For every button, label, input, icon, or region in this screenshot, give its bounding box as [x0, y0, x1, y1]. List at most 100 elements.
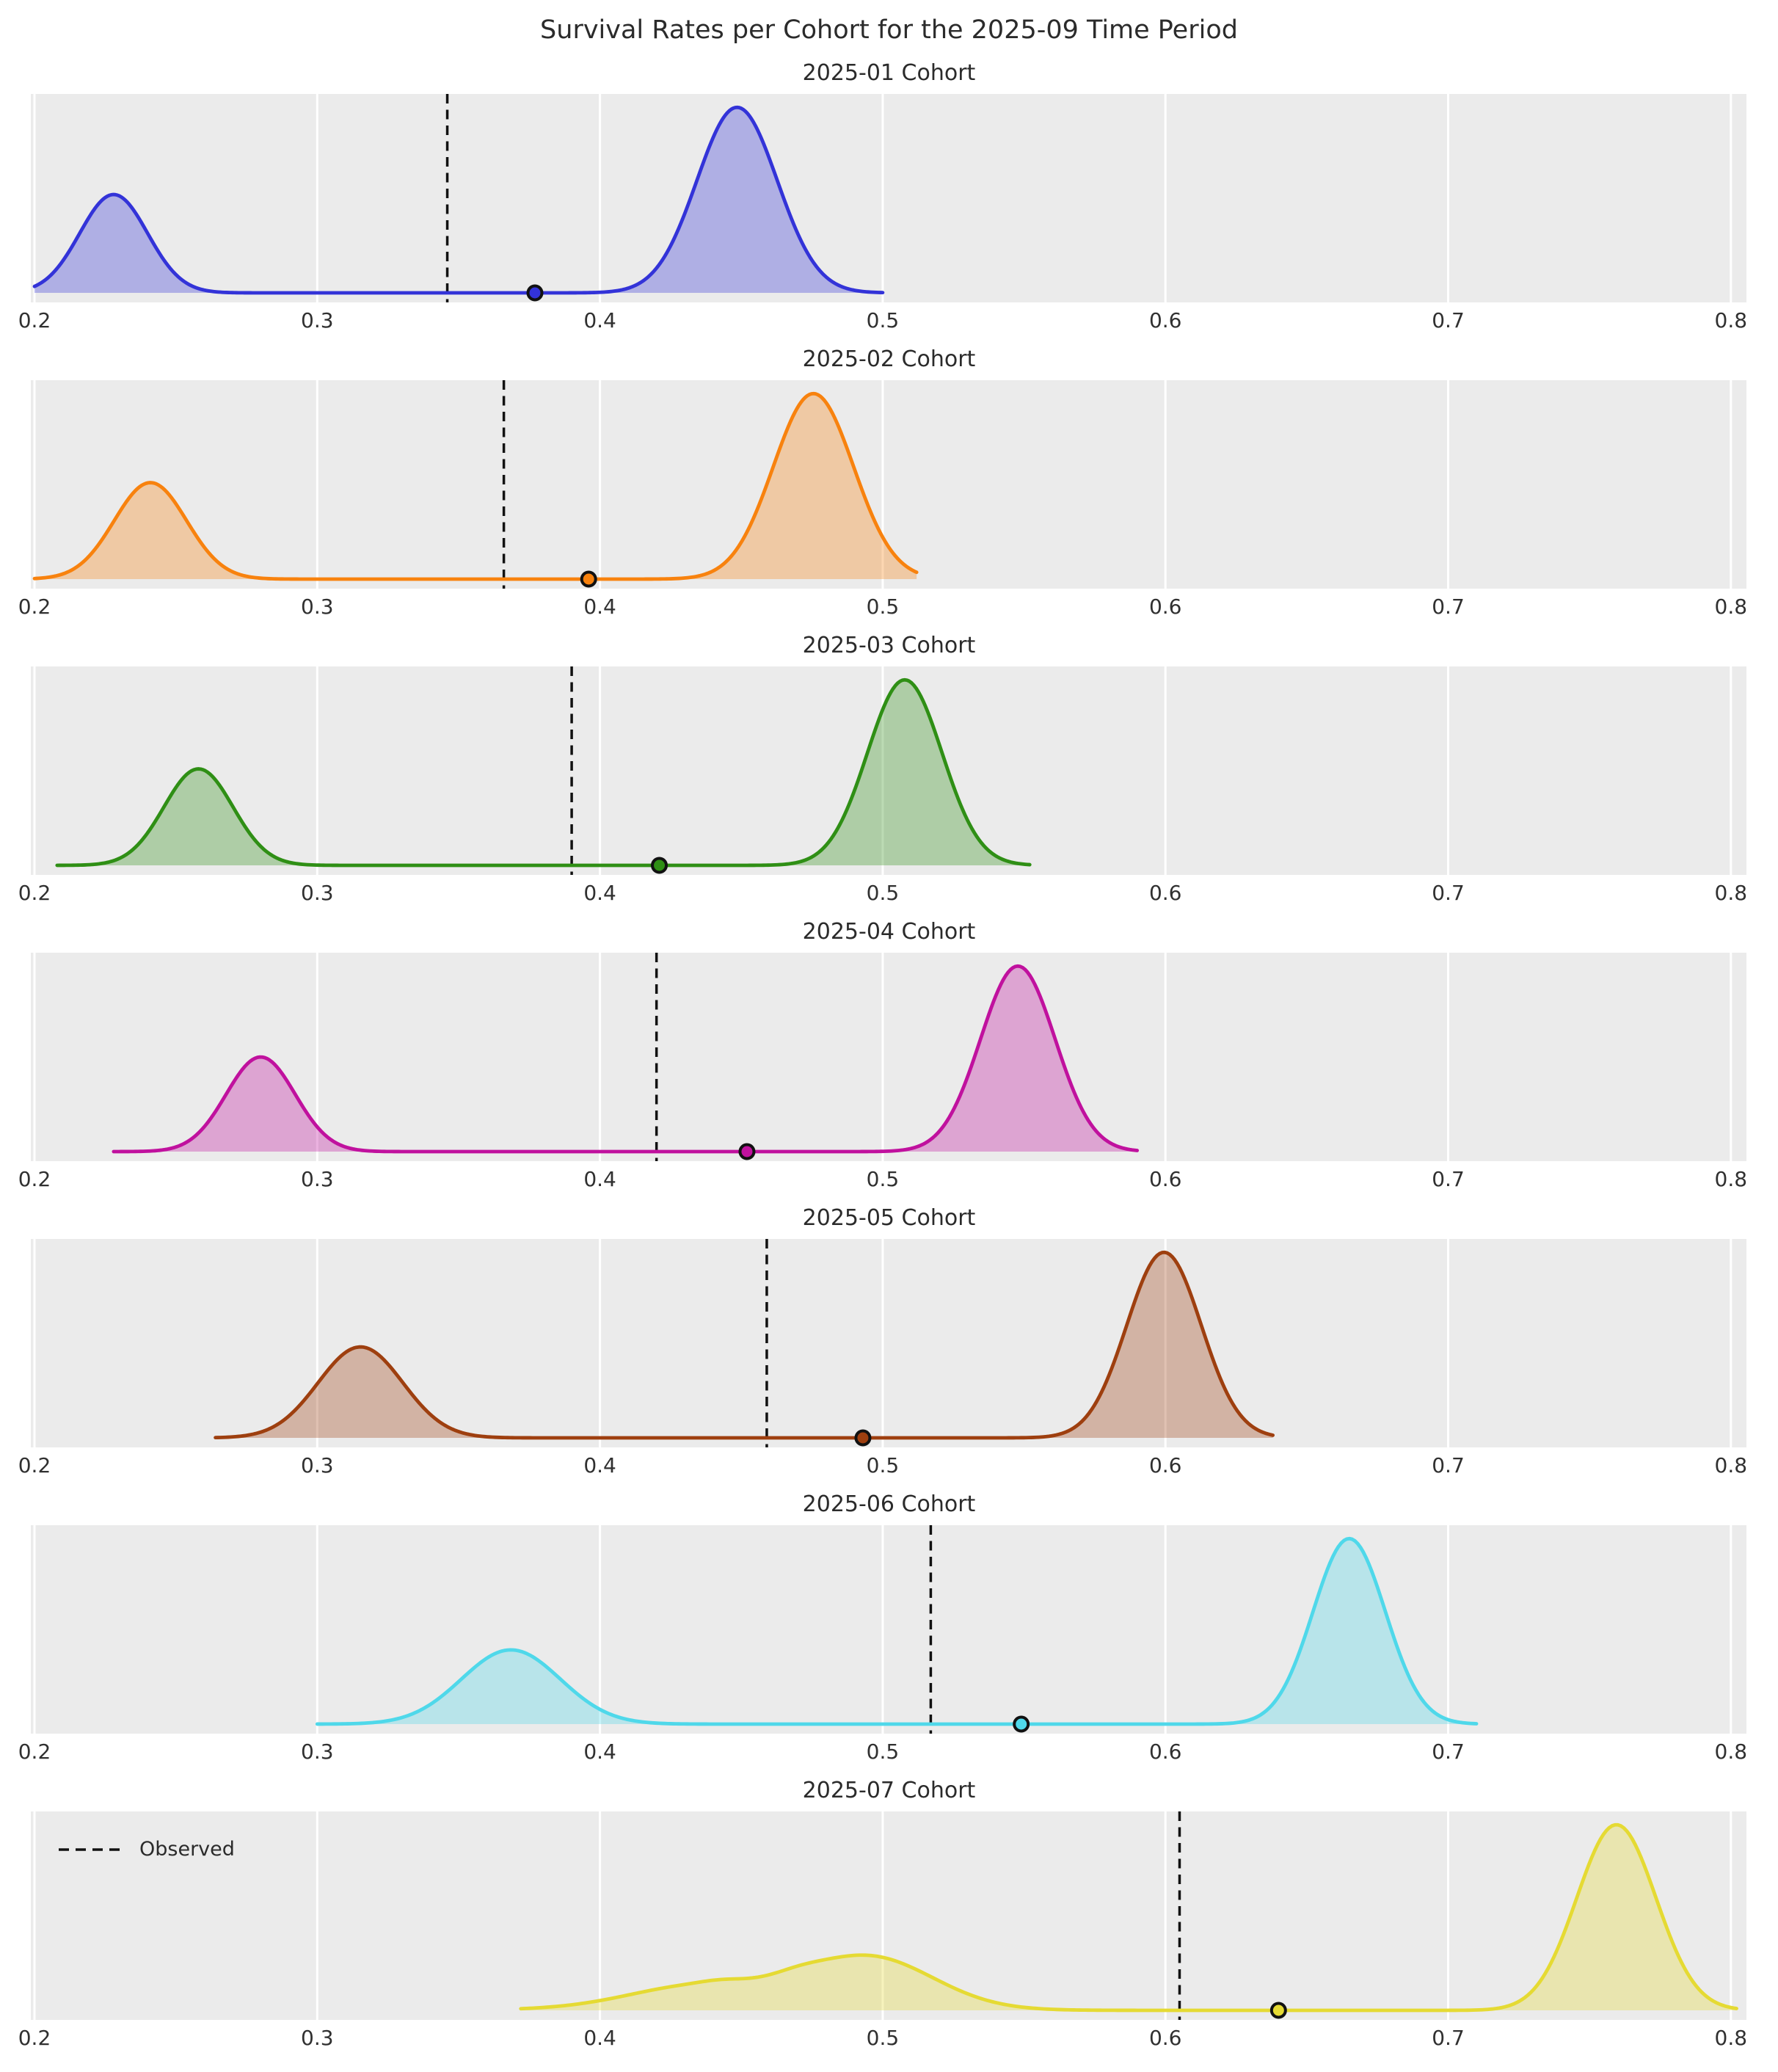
- density-plot: [33, 953, 1733, 1161]
- density-fill: [57, 680, 1030, 865]
- x-tick-label: 0.2: [18, 308, 51, 332]
- x-tick-label: 0.6: [1148, 2026, 1182, 2050]
- x-tick-label: 0.7: [1432, 1167, 1465, 1191]
- x-axis-tick-row: 0.2 0.3 0.4 0.5 0.6 0.7 0.8: [18, 1161, 1748, 1195]
- x-tick-label: 0.3: [301, 308, 334, 332]
- x-tick-label: 0.2: [18, 2026, 51, 2050]
- plot-area: [31, 1525, 1746, 1734]
- x-tick-label: 0.3: [301, 595, 334, 619]
- subplot-title: 2025-02 Cohort: [802, 346, 976, 372]
- prediction-dot: [854, 1429, 872, 1447]
- x-tick-label: 0.2: [18, 1740, 51, 1764]
- legend-label: Observed: [139, 1838, 235, 1861]
- x-tick-label: 0.5: [866, 1453, 900, 1477]
- x-tick-label: 0.8: [1714, 595, 1748, 619]
- density-fill: [215, 1252, 1273, 1438]
- x-tick-label: 0.6: [1148, 308, 1182, 332]
- subplot-title: 2025-07 Cohort: [802, 1778, 976, 1803]
- density-plot: [33, 666, 1733, 875]
- plot-area: [31, 953, 1746, 1161]
- density-plot: [33, 1811, 1738, 2020]
- x-tick-label: 0.6: [1148, 1740, 1182, 1764]
- plot-area: [31, 380, 1746, 589]
- density-fill: [34, 393, 917, 579]
- density-plot: [33, 1525, 1733, 1734]
- density-line: [55, 677, 1032, 868]
- x-tick-label: 0.8: [1714, 1453, 1748, 1477]
- density-fill: [520, 1825, 1737, 2010]
- x-tick-label: 0.5: [866, 1167, 900, 1191]
- subplot-title: 2025-01 Cohort: [802, 60, 976, 86]
- x-tick-label: 0.3: [301, 1453, 334, 1477]
- x-tick-label: 0.4: [583, 1167, 616, 1191]
- x-tick-label: 0.5: [866, 2026, 900, 2050]
- x-tick-label: 0.8: [1714, 2026, 1748, 2050]
- subplot: 2025-03 Cohort 0.2 0.3 0.4 0.5 0.6 0.7 0.8: [0, 622, 1778, 909]
- subplot: 2025-07 Cohort Observed 0.2 0.3 0.4 0.5 0.6 0…: [0, 1767, 1778, 2054]
- prediction-dot: [580, 570, 597, 588]
- x-tick-label: 0.4: [583, 308, 616, 332]
- x-tick-label: 0.6: [1148, 595, 1182, 619]
- x-tick-label: 0.8: [1714, 308, 1748, 332]
- x-tick-label: 0.3: [301, 2026, 334, 2050]
- x-tick-label: 0.8: [1714, 881, 1748, 905]
- prediction-dot: [651, 857, 668, 874]
- density-line: [112, 964, 1140, 1154]
- subplot-title: 2025-06 Cohort: [802, 1491, 976, 1517]
- density-fill: [317, 1538, 1477, 1724]
- plot-area: [31, 1239, 1746, 1447]
- subplot: 2025-02 Cohort 0.2 0.3 0.4 0.5 0.6 0.7 0.8: [0, 336, 1778, 622]
- chart-title: Survival Rates per Cohort for the 2025-0…: [540, 15, 1238, 45]
- density-line: [519, 1822, 1738, 2013]
- subplot: 2025-01 Cohort 0.2 0.3 0.4 0.5 0.6 0.7 0.8: [0, 50, 1778, 336]
- plot-area: [31, 666, 1746, 875]
- x-tick-label: 0.2: [18, 1167, 51, 1191]
- x-tick-label: 0.4: [583, 1453, 616, 1477]
- density-line: [32, 105, 885, 295]
- subplot-title: 2025-03 Cohort: [802, 633, 976, 658]
- subplot: 2025-06 Cohort 0.2 0.3 0.4 0.5 0.6 0.7 0.8: [0, 1481, 1778, 1767]
- density-fill: [34, 107, 883, 293]
- x-tick-label: 0.4: [583, 2026, 616, 2050]
- x-axis-tick-row: 0.2 0.3 0.4 0.5 0.6 0.7 0.8: [18, 1447, 1748, 1481]
- prediction-dot: [1013, 1715, 1030, 1733]
- x-tick-label: 0.4: [583, 881, 616, 905]
- x-tick-label: 0.7: [1432, 2026, 1465, 2050]
- x-tick-label: 0.2: [18, 595, 51, 619]
- x-tick-label: 0.4: [583, 1740, 616, 1764]
- density-line: [315, 1536, 1479, 1726]
- subplot: 2025-05 Cohort 0.2 0.3 0.4 0.5 0.6 0.7 0.8: [0, 1195, 1778, 1481]
- prediction-dot: [738, 1143, 756, 1160]
- x-tick-label: 0.4: [583, 595, 616, 619]
- x-tick-label: 0.3: [301, 881, 334, 905]
- density-plot: [32, 380, 1733, 589]
- x-tick-label: 0.3: [301, 1167, 334, 1191]
- subplot-title: 2025-04 Cohort: [802, 919, 976, 945]
- x-axis-tick-row: 0.2 0.3 0.4 0.5 0.6 0.7 0.8: [18, 302, 1748, 336]
- x-tick-label: 0.8: [1714, 1740, 1748, 1764]
- x-tick-label: 0.7: [1432, 1453, 1465, 1477]
- x-tick-label: 0.5: [866, 595, 900, 619]
- plot-area: Observed: [31, 1811, 1746, 2020]
- x-tick-label: 0.5: [866, 308, 900, 332]
- x-tick-label: 0.5: [866, 881, 900, 905]
- x-tick-label: 0.6: [1148, 1453, 1182, 1477]
- density-line: [32, 391, 919, 581]
- x-tick-label: 0.5: [866, 1740, 900, 1764]
- density-plot: [33, 1239, 1733, 1447]
- density-plot: [32, 94, 1733, 302]
- prediction-dot: [1269, 2002, 1287, 2019]
- density-line: [214, 1250, 1275, 1440]
- subplot: 2025-04 Cohort 0.2 0.3 0.4 0.5 0.6 0.7 0.8: [0, 909, 1778, 1195]
- x-tick-label: 0.6: [1148, 1167, 1182, 1191]
- x-tick-label: 0.3: [301, 1740, 334, 1764]
- x-axis-tick-row: 0.2 0.3 0.4 0.5 0.6 0.7 0.8: [18, 2020, 1748, 2054]
- observed-dash-icon: [59, 1847, 120, 1851]
- x-tick-label: 0.2: [18, 1453, 51, 1477]
- x-tick-label: 0.6: [1148, 881, 1182, 905]
- x-axis-tick-row: 0.2 0.3 0.4 0.5 0.6 0.7 0.8: [18, 1734, 1748, 1767]
- x-tick-label: 0.8: [1714, 1167, 1748, 1191]
- x-tick-label: 0.7: [1432, 308, 1465, 332]
- x-tick-label: 0.7: [1432, 595, 1465, 619]
